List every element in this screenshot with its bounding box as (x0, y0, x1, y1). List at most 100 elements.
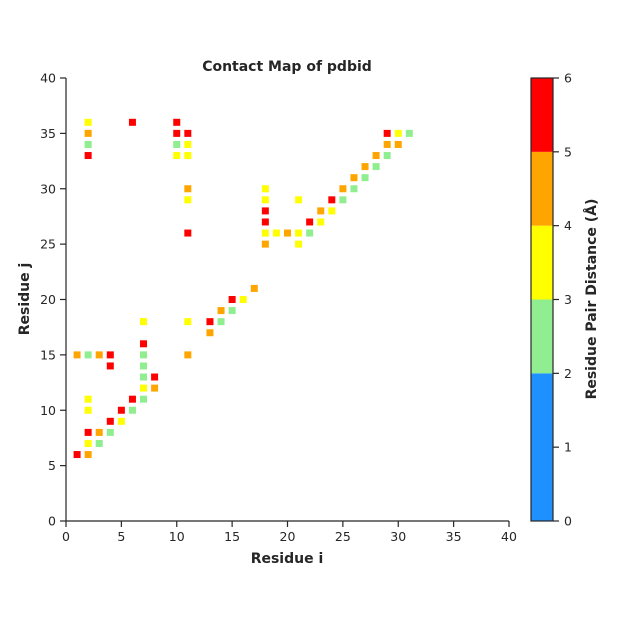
contact-point (184, 318, 192, 326)
y-tick-label: 20 (40, 292, 56, 307)
y-tick-label: 15 (40, 347, 56, 362)
contact-point (84, 129, 92, 137)
contact-point (206, 318, 214, 326)
contact-point (383, 129, 391, 137)
contact-point (206, 329, 214, 337)
contact-point (261, 229, 269, 237)
x-tick-label: 20 (280, 529, 296, 544)
x-tick-label: 30 (390, 529, 406, 544)
contact-point (217, 318, 225, 326)
contact-point (184, 152, 192, 160)
colorbar-tick-label: 3 (564, 292, 572, 307)
contact-point (117, 417, 125, 425)
colorbar-tick-label: 6 (564, 71, 572, 86)
colorbar-segment (531, 225, 553, 300)
contact-point (184, 229, 192, 237)
contact-point (383, 140, 391, 148)
contact-point (339, 185, 347, 193)
contact-point (128, 406, 136, 414)
contact-point (306, 218, 314, 226)
y-tick-label: 30 (40, 181, 56, 196)
contact-point (95, 351, 103, 359)
contact-point (173, 118, 181, 126)
colorbar-tick-label: 5 (564, 144, 572, 159)
contact-point (328, 207, 336, 215)
contact-point (73, 351, 81, 359)
colorbar-tick-label: 2 (564, 366, 572, 381)
contact-point (140, 384, 148, 392)
contact-point (317, 218, 325, 226)
contact-point (140, 318, 148, 326)
contact-point (84, 395, 92, 403)
contact-point (295, 240, 303, 248)
contact-point (350, 185, 358, 193)
contact-point (339, 196, 347, 204)
contact-point (184, 129, 192, 137)
contact-point (84, 140, 92, 148)
contact-point (106, 417, 114, 425)
x-tick-label: 15 (224, 529, 240, 544)
contact-point (151, 373, 159, 381)
x-tick-label: 10 (169, 529, 185, 544)
y-tick-label: 5 (48, 458, 56, 473)
contact-point (140, 395, 148, 403)
contact-point (261, 240, 269, 248)
contact-point (140, 373, 148, 381)
contact-point (151, 384, 159, 392)
chart-title: Contact Map of pdbid (202, 59, 372, 75)
contact-point (317, 207, 325, 215)
colorbar-segment (531, 78, 553, 152)
colorbar-tick-label: 0 (564, 514, 572, 529)
colorbar-segment (531, 299, 553, 374)
y-tick-label: 10 (40, 403, 56, 418)
contact-point (295, 229, 303, 237)
contact-point (350, 174, 358, 182)
contact-point (84, 428, 92, 436)
contact-point (228, 296, 236, 303)
contact-point (84, 406, 92, 414)
contact-point (128, 395, 136, 403)
colorbar-tick-label: 1 (564, 440, 572, 455)
contact-point (228, 307, 236, 315)
y-axis-ticks: 0 5 10 15 20 25 30 35 40 (40, 71, 66, 529)
contact-point (184, 140, 192, 148)
contact-point (106, 428, 114, 436)
contact-point (140, 362, 148, 370)
contact-point (261, 218, 269, 226)
y-tick-label: 35 (40, 126, 56, 141)
contact-point (84, 351, 92, 359)
contact-point (95, 428, 103, 436)
contact-point (250, 284, 258, 292)
colorbar-tick-label: 4 (564, 218, 572, 233)
x-tick-label: 35 (446, 529, 462, 544)
colorbar (530, 77, 554, 522)
contact-point (272, 229, 280, 237)
contact-point (295, 196, 303, 204)
contact-point (140, 351, 148, 359)
contact-point (372, 152, 380, 160)
x-tick-label: 0 (62, 529, 70, 544)
y-tick-label: 25 (40, 237, 56, 252)
contact-point (361, 174, 369, 182)
contact-point (84, 152, 92, 160)
contact-point (184, 185, 192, 193)
contact-point (106, 351, 114, 359)
contact-point (217, 307, 225, 315)
contact-point (261, 185, 269, 193)
colorbar-ticks: 0 1 2 3 4 5 6 (553, 71, 572, 529)
colorbar-segment (531, 373, 553, 521)
contact-point (261, 196, 269, 204)
contact-point (128, 118, 136, 126)
contact-point (173, 129, 181, 137)
contact-point (394, 140, 402, 148)
contact-point (328, 196, 336, 204)
x-axis-label: Residue i (251, 551, 324, 567)
contact-point (394, 129, 402, 137)
contact-point (405, 129, 413, 137)
contact-point (95, 439, 103, 447)
contact-point (84, 118, 92, 126)
colorbar-label: Residue Pair Distance (Å) (583, 199, 600, 400)
x-tick-label: 25 (335, 529, 351, 544)
contact-point (84, 439, 92, 447)
